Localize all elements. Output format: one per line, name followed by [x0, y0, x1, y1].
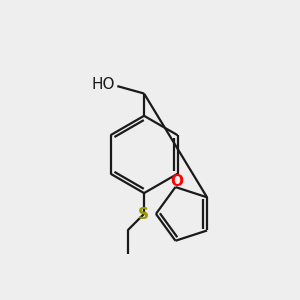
Text: HO: HO [92, 77, 115, 92]
Text: O: O [170, 174, 183, 189]
Text: S: S [138, 207, 149, 222]
